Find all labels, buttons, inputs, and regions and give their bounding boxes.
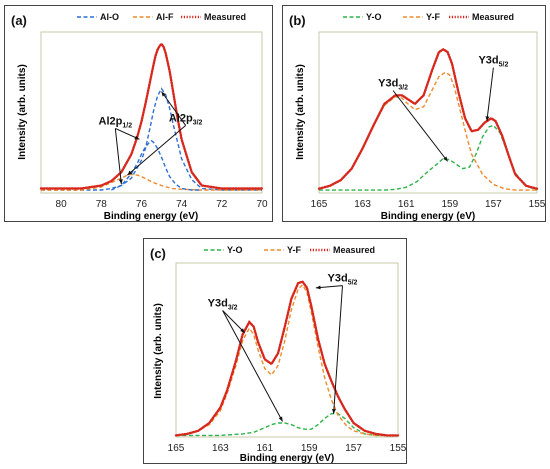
y-axis-label-c: Intensity (arb. units) [153,303,164,399]
series-line-b [317,47,539,190]
x-tick-label-c: 155 [390,443,407,454]
chart-panel-a: (a) 80 78 76 74 72 70 Al2p1/2 Al2p3/2 Al-O Al-F… [4,5,273,222]
x-axis-label-b: Binding energy (eV) [381,211,475,222]
annotations-a: Al2p1/2 Al2p3/2 [99,91,203,185]
x-tick-label-a: 76 [136,199,148,210]
peak-annotation-b: Y3d5/2 [478,55,508,69]
legend-a: Al-O Al-F Measured [77,12,246,22]
plot-area-c [175,262,399,438]
x-tick-label-a: 70 [256,199,268,210]
chart-a-svg: (a) 80 78 76 74 72 70 Al2p1/2 Al2p3/2 Al-O Al-F… [11,12,268,222]
series-line-b [318,71,537,191]
peak-annotation-a: Al2p3/2 [169,112,203,126]
x-ticks-b: 165 163 161 159 157 155 [311,199,546,210]
series-group-b [317,47,539,191]
series-line-a [41,87,262,191]
x-tick-label-b: 163 [354,199,371,210]
arrow-head-a [134,135,140,140]
annotation-arrow-a [127,125,186,176]
series-group-a [39,41,264,191]
legend-label-a: Al-O [100,12,119,22]
annotation-arrow-b [392,90,449,162]
series-group-c [174,280,400,437]
legend-label-a: Measured [204,12,246,22]
panel-label-b: (b) [289,13,306,28]
y-axis-label-a: Intensity (arb. units) [17,64,28,160]
peak-annotation-c: Y3d5/2 [328,273,358,287]
series-line-c [174,280,400,437]
legend-label-c: Y-O [227,245,243,255]
x-tick-label-c: 161 [256,443,273,454]
arrow-head-a [161,91,166,97]
arrow-head-c [315,285,321,290]
panel-label-c: (c) [150,246,166,261]
arrow-head-a [127,170,133,176]
legend-b: Y-O Y-F Measured [343,12,514,22]
legend-label-b: Y-O [366,12,382,22]
annotation-arrow-a [114,128,122,185]
legend-label-b: Measured [472,12,514,22]
arrow-head-c [240,328,245,333]
annotations-c: Y3d3/2 Y3d5/2 [208,273,358,422]
arrow-head-a [118,179,123,185]
annotation-arrow-c [333,285,343,414]
annotation-arrow-c [222,310,246,334]
x-tick-label-a: 72 [216,199,228,210]
legend-label-c: Y-F [287,245,302,255]
peak-annotation-a: Al2p1/2 [99,115,133,129]
series-line-a [39,41,264,190]
annotation-arrow-c [222,310,283,422]
arrow-head-c [332,409,336,414]
peak-annotation-c: Y3d3/2 [208,298,238,312]
chart-panel-c: (c) 165 163 161 159 157 155 Y3d3/2 Y3d5/2 Y-O Y… [143,238,407,464]
legend-label-c: Measured [333,245,375,255]
peak-annotation-b: Y3d3/2 [378,78,408,92]
arrow-head-c [278,416,283,422]
x-tick-label-b: 161 [398,199,415,210]
x-tick-label-a: 74 [176,199,188,210]
x-tick-label-a: 80 [56,199,68,210]
x-ticks-a: 80 78 76 74 72 70 [56,199,268,210]
legend-label-a: Al-F [156,12,174,22]
annotation-arrow-a [161,91,187,126]
arrow-head-b [485,116,490,122]
x-axis-label-a: Binding energy (eV) [104,211,198,222]
series-line-a [111,139,202,191]
series-line-c [176,412,398,437]
plot-area-a [40,31,263,194]
legend-label-b: Y-F [426,12,441,22]
x-axis-label-c: Binding energy (eV) [240,453,334,464]
x-tick-label-c: 157 [345,443,362,454]
panel-label-a: (a) [11,13,27,28]
x-ticks-c: 165 163 161 159 157 155 [168,443,407,454]
y-axis-label-b: Intensity (arb. units) [295,64,306,160]
plot-area-b [318,31,538,194]
x-tick-label-a: 78 [96,199,108,210]
x-tick-label-c: 165 [168,443,185,454]
x-tick-label-b: 157 [485,199,502,210]
annotations-b: Y3d3/2 Y3d5/2 [378,55,508,162]
x-tick-label-b: 155 [529,199,546,210]
x-tick-label-c: 159 [301,443,318,454]
legend-c: Y-O Y-F Measured [204,245,375,255]
x-tick-label-b: 159 [441,199,458,210]
chart-panel-b: (b) 165 163 161 159 157 155 Y3d3/2 Y3d5/2 Y-O Y… [282,5,546,222]
x-tick-label-c: 163 [212,443,229,454]
annotation-arrow-b [486,67,494,122]
arrow-head-b [443,156,448,162]
x-tick-label-b: 165 [311,199,328,210]
